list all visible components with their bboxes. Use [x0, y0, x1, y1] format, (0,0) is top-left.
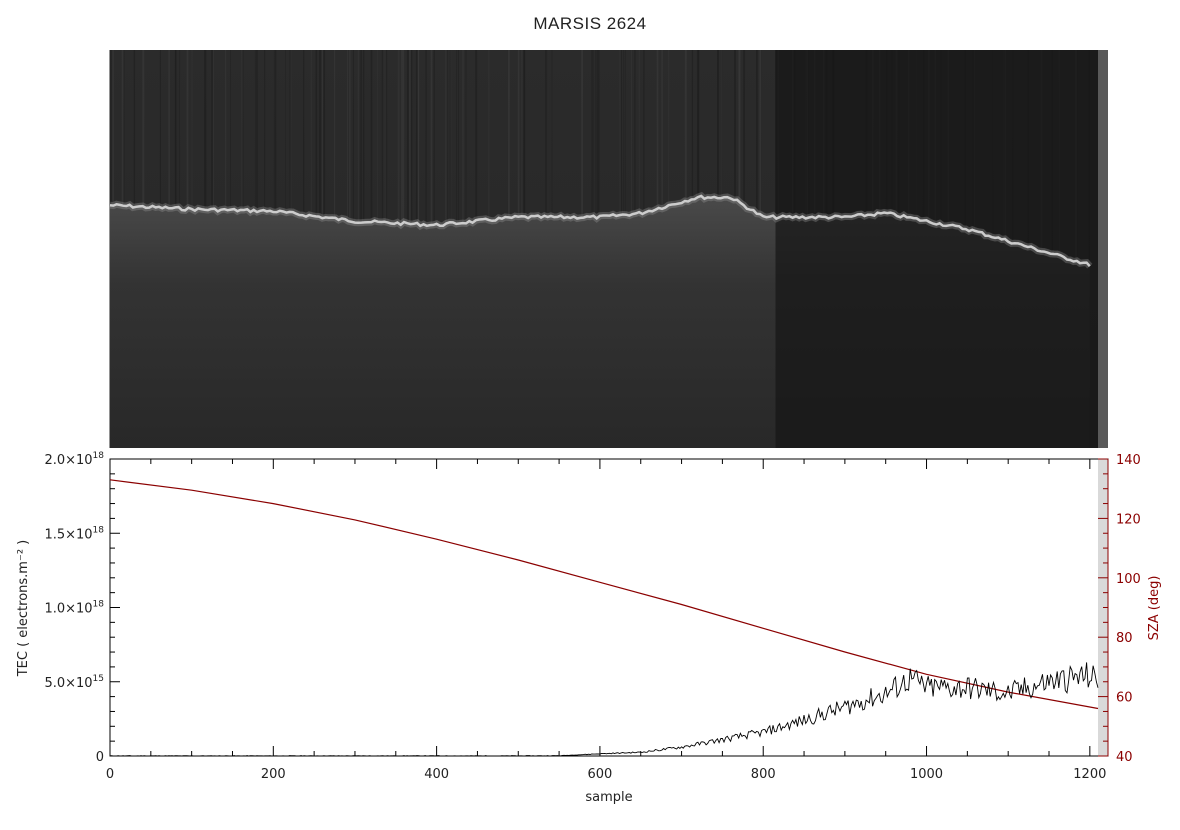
y-left-tick-label: 5.0×1015 — [44, 674, 104, 691]
sza-series-line — [109, 479, 1099, 710]
y-right-axis-ticks: 40 60 80 100 120 140 — [1098, 453, 1141, 765]
x-tick-label: 1000 — [910, 767, 943, 782]
x-tick-label: 600 — [588, 767, 613, 782]
series-layer — [109, 479, 1099, 757]
radargram-surface-echo — [109, 194, 1091, 268]
y-left-tick-label: 2.0×1018 — [44, 451, 104, 468]
y-left-tick-label: 1.0×1018 — [44, 600, 104, 617]
y-right-tick-label: 140 — [1116, 453, 1141, 468]
plot-frame — [109, 458, 1109, 757]
radargram-edge-strip — [1098, 50, 1108, 448]
y-right-tick-label: 40 — [1116, 750, 1133, 765]
y-left-tick-label: 1.5×1018 — [44, 525, 104, 542]
x-axis-label: sample — [585, 790, 632, 805]
radargram-dark-band — [775, 50, 1098, 448]
y-right-tick-label: 100 — [1116, 572, 1141, 587]
y-left-tick-label: 0 — [96, 750, 104, 765]
x-tick-label: 800 — [751, 767, 776, 782]
radargram-panel — [109, 50, 1108, 448]
radargram-surface-glow — [109, 191, 1093, 269]
y-right-tick-label: 60 — [1116, 691, 1133, 706]
tec-series-line — [109, 662, 1099, 757]
x-tick-label: 0 — [106, 767, 114, 782]
tec-sza-plot: 0 200 400 600 800 1000 1200 0 5.0×1015 1.0×1018 1… — [16, 451, 1162, 805]
y-right-tick-label: 80 — [1116, 631, 1133, 646]
x-axis-ticks: 0 200 400 600 800 1000 1200 — [106, 459, 1106, 782]
y-right-axis-label: SZA (deg) — [1147, 576, 1162, 641]
y-left-axis-ticks: 0 5.0×1015 1.0×1018 1.5×1018 2.0×1018 — [44, 451, 120, 765]
x-tick-label: 400 — [424, 767, 449, 782]
y-left-axis-label: TEC ( electrons.m⁻² ) — [16, 540, 31, 678]
chart-title: MARSIS 2624 — [533, 14, 647, 33]
y-right-tick-label: 120 — [1116, 512, 1141, 527]
x-tick-label: 200 — [261, 767, 286, 782]
x-tick-label: 1200 — [1073, 767, 1106, 782]
